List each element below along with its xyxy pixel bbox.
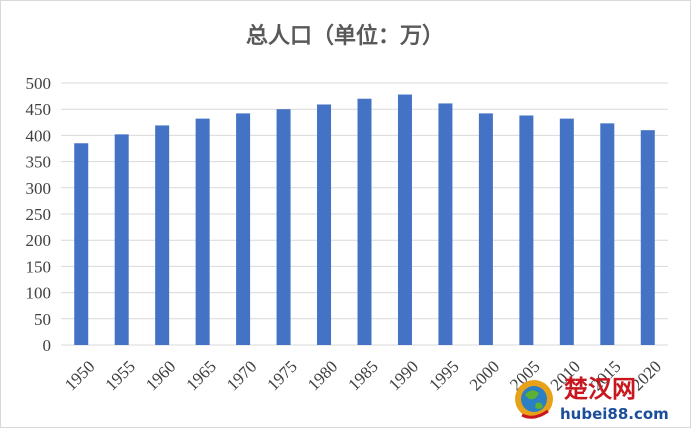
y-axis-ticks: 0 50 100 150 200 250 300 350 400 450 500 (26, 74, 52, 355)
bar-2020 (640, 130, 655, 345)
x-tick-label: 1990 (385, 357, 422, 394)
bar-1980 (317, 104, 332, 345)
y-tick-label: 50 (34, 310, 51, 329)
y-tick-label: 150 (26, 257, 52, 276)
y-tick-label: 250 (26, 205, 52, 224)
x-tick-label: 1950 (61, 357, 98, 394)
bar-1995 (438, 103, 453, 345)
x-tick-label: 1980 (304, 357, 341, 394)
bar-1975 (276, 109, 291, 345)
x-tick-label: 1965 (182, 357, 219, 394)
bar-1960 (155, 125, 170, 345)
y-tick-label: 500 (26, 74, 52, 93)
bar-1950 (74, 143, 89, 345)
bar-1955 (114, 134, 129, 345)
x-tick-label: 1960 (142, 357, 179, 394)
chart-title: 总人口（单位：万） (246, 23, 444, 49)
bar-2015 (600, 123, 615, 346)
y-tick-label: 0 (43, 336, 52, 355)
x-tick-label: 2000 (466, 357, 503, 394)
bars (74, 94, 655, 346)
x-tick-label: 1985 (344, 357, 381, 394)
y-tick-label: 300 (26, 179, 52, 198)
y-tick-label: 400 (26, 126, 52, 145)
bar-2005 (519, 115, 534, 345)
x-tick-label: 1970 (223, 357, 260, 394)
x-tick-label: 1995 (425, 357, 462, 394)
bar-1965 (195, 118, 210, 345)
y-tick-label: 350 (26, 153, 52, 172)
y-tick-label: 100 (26, 284, 52, 303)
y-tick-label: 200 (26, 231, 52, 250)
watermark-site-name: 楚汉网 (564, 375, 636, 403)
x-tick-label: 1955 (102, 357, 139, 394)
bar-2010 (559, 118, 574, 345)
watermark-url: hubei88.com (560, 405, 669, 423)
x-tick-label: 1975 (263, 357, 300, 394)
bar-1970 (236, 113, 251, 345)
bar-2000 (478, 113, 493, 345)
bar-1990 (397, 94, 412, 345)
y-tick-label: 450 (26, 100, 52, 119)
bar-1985 (357, 98, 372, 345)
watermark-logo: 楚汉网 hubei88.com (515, 375, 669, 423)
